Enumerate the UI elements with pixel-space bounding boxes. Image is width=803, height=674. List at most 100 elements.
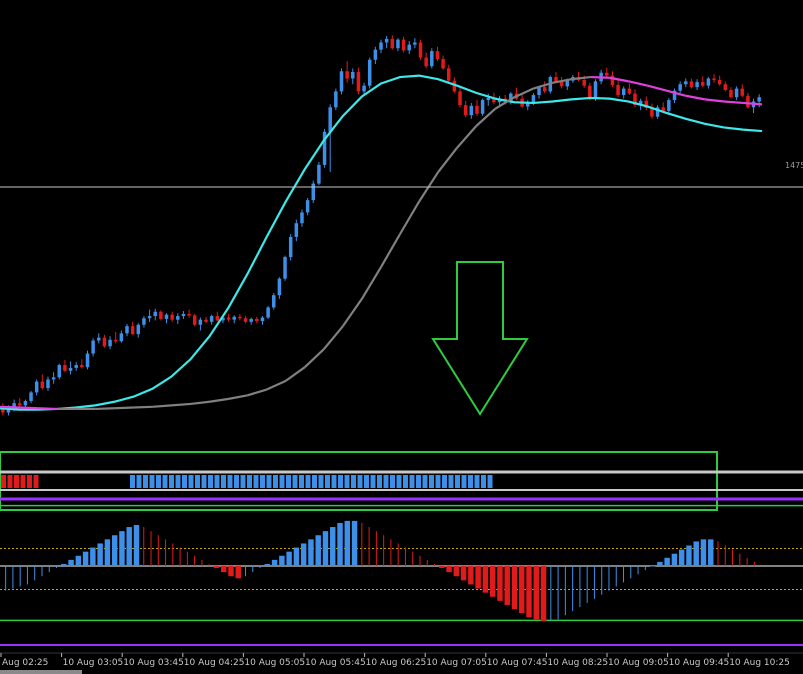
oscillator-bar <box>368 527 370 566</box>
candle <box>164 313 169 324</box>
strip-segment-bull <box>364 475 369 488</box>
candle <box>300 209 304 227</box>
candle <box>463 100 468 118</box>
oscillator-bar <box>693 541 699 566</box>
strip-segment-bull <box>403 475 408 488</box>
candle <box>40 374 45 390</box>
oscillator-bar <box>644 566 646 571</box>
candle <box>407 41 411 54</box>
oscillator-bar <box>48 566 50 573</box>
oscillator-bar <box>264 563 271 566</box>
slow-moving-average-segment <box>513 87 534 99</box>
candle <box>113 331 118 344</box>
strip-segment-bull <box>208 475 213 488</box>
candle <box>672 88 677 103</box>
oscillator-bar <box>361 522 363 566</box>
candle <box>119 330 124 343</box>
slow-moving-average-segment <box>628 80 648 87</box>
strip-segment-bull <box>299 475 304 488</box>
oscillator-bar <box>172 543 174 566</box>
slow-moving-average-segment <box>571 75 591 81</box>
oscillator-bar <box>637 566 639 575</box>
candle <box>373 46 378 65</box>
oscillator-bar <box>439 566 445 569</box>
candle <box>91 338 95 357</box>
slow-moving-average-segment <box>552 78 572 84</box>
strip-segment-bull <box>286 475 291 488</box>
oscillator-bar <box>419 555 421 566</box>
time-axis-label: 10 Aug 04:25 <box>184 658 245 668</box>
strip-segment-bull <box>442 475 447 488</box>
candle <box>317 162 321 186</box>
candle <box>328 104 332 173</box>
candle <box>356 67 361 95</box>
slow-moving-average-segment <box>209 397 229 403</box>
candle <box>605 67 609 78</box>
price-axis-label: 1475 <box>785 161 803 170</box>
oscillator-bar <box>540 566 547 622</box>
oscillator-bar <box>228 566 234 577</box>
oscillator-bar <box>615 566 617 587</box>
candle <box>215 311 220 322</box>
candle <box>18 398 22 407</box>
strip-segment-bull <box>318 475 324 488</box>
oscillator-bar <box>601 566 603 595</box>
candle <box>238 313 242 321</box>
oscillator-bar <box>26 566 28 585</box>
oscillator-bar <box>337 522 343 566</box>
strip-segment-bull <box>461 475 467 488</box>
slow-moving-average-segment <box>0 405 20 409</box>
oscillator-bar <box>61 563 67 566</box>
horizontal-scrollbar[interactable] <box>0 670 82 674</box>
oscillator-bar <box>97 543 103 566</box>
slow-moving-average-segment <box>190 400 210 406</box>
strip-highlight-box <box>0 451 718 511</box>
oscillator-bar <box>664 557 670 566</box>
oscillator-bar <box>593 566 595 599</box>
candle <box>424 52 428 69</box>
candle <box>729 87 733 99</box>
moving-averages <box>0 74 763 411</box>
oscillator-bar <box>252 566 254 573</box>
candle <box>192 313 197 327</box>
oscillator-bar <box>708 539 714 566</box>
oscillator-bar <box>572 566 574 612</box>
strip-segment-bull <box>130 475 135 488</box>
oscillator-bar <box>657 561 663 566</box>
signal-strip-panel <box>0 451 803 511</box>
candle <box>345 61 349 83</box>
candle <box>734 86 739 101</box>
oscillator-bar <box>630 566 632 579</box>
candle <box>57 363 62 380</box>
candle <box>446 64 451 83</box>
oscillator-bar <box>41 566 43 577</box>
slow-moving-average-segment <box>304 348 325 368</box>
oscillator-bar <box>300 543 307 566</box>
slow-moving-average-segment <box>266 379 287 391</box>
candle <box>288 234 293 261</box>
candle <box>29 390 33 404</box>
strip-segment-bull <box>331 475 337 488</box>
oscillator-bar <box>286 551 292 566</box>
strip-segment-bull <box>240 475 246 488</box>
candle <box>390 35 395 50</box>
oscillator-bar <box>724 545 726 566</box>
strip-segment-bull <box>214 475 220 488</box>
oscillator-bar <box>608 566 610 591</box>
slow-moving-average-segment <box>323 325 344 350</box>
oscillator-bar <box>533 566 540 620</box>
candle <box>616 79 620 98</box>
strip-segment-bull <box>422 475 428 488</box>
strip-segment-bull <box>136 475 142 488</box>
candle <box>176 313 180 324</box>
time-axis-label: 10 Aug 05:05 <box>244 658 305 668</box>
oscillator-bar <box>678 549 685 566</box>
candle <box>198 317 203 331</box>
slow-moving-average-segment <box>285 366 306 382</box>
candle <box>621 86 626 99</box>
oscillator-bar <box>397 543 399 566</box>
strip-segment-bull <box>279 475 285 488</box>
oscillator-bar <box>213 566 220 569</box>
slow-moving-average-segment <box>380 233 402 268</box>
